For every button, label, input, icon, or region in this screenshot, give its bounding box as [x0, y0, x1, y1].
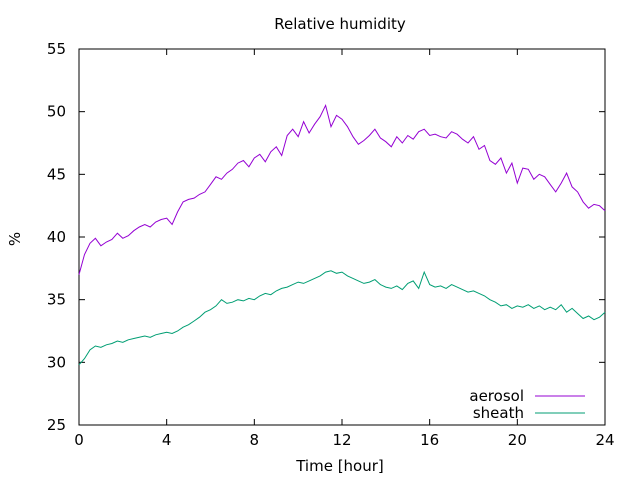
legend-label-sheath: sheath — [473, 404, 524, 422]
plot-frame — [78, 48, 606, 426]
y-tick-label: 55 — [47, 40, 66, 58]
legend-label-aerosol: aerosol — [469, 387, 524, 405]
x-tick-label: 0 — [74, 431, 84, 449]
ticks-layer: 0 4 8 12 16 20 24 25 30 35 40 45 50 55 — [47, 40, 615, 449]
y-tick-label: 40 — [47, 228, 66, 246]
y-tick-label: 25 — [47, 416, 66, 434]
x-tick-label: 4 — [162, 431, 172, 449]
x-tick-label: 12 — [332, 431, 351, 449]
x-axis-label: Time [hour] — [295, 457, 384, 475]
x-tick-label: 8 — [250, 431, 260, 449]
series-line-aerosol — [78, 103, 606, 275]
y-tick-label: 30 — [47, 353, 66, 371]
x-tick-label: 16 — [420, 431, 439, 449]
y-tick-label: 50 — [47, 103, 66, 121]
y-tick-label: 35 — [47, 291, 66, 309]
chart-title: Relative humidity — [274, 15, 406, 33]
x-tick-label: 20 — [508, 431, 527, 449]
x-tick-label: 24 — [595, 431, 614, 449]
y-tick-label: 45 — [47, 165, 66, 183]
series-layer — [78, 103, 606, 366]
y-axis-label: % — [6, 232, 24, 246]
series-line-sheath — [78, 270, 606, 366]
